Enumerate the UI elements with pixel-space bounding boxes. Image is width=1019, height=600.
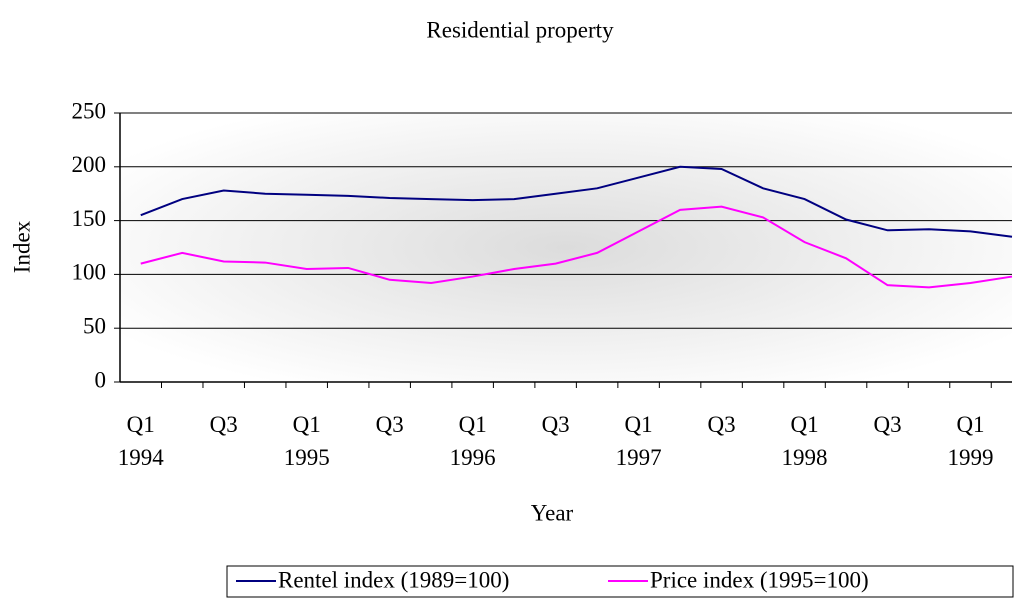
x-tick-label: Q1 1998 [781,412,828,470]
y-tick-label: 150 [72,206,107,231]
x-tick-label: Q3 [209,412,238,437]
x-axis-label: Year [531,500,574,525]
x-tick-label: Q1 1999 [947,412,994,470]
x-tick-label: Q3 [375,412,404,437]
x-tick-label: Q3 [873,412,902,437]
plot-area [120,113,1012,382]
y-tick-label: 100 [72,260,107,285]
y-tick-label: 250 [72,98,107,123]
x-tick-label: Q1 1996 [449,412,496,470]
legend-label: Price index (1995=100) [650,567,869,592]
series-line [140,165,1013,238]
y-tick-label: 0 [95,367,107,392]
legend-label: Rentel index (1989=100) [278,567,509,592]
x-tick-label: Q1 1994 [117,412,164,470]
y-tick-label: 200 [72,152,107,177]
x-tick-label: Q3 [541,412,570,437]
x-tick-label: Q1 1995 [283,412,330,470]
series-line [140,205,1013,289]
y-axis-label: Index [9,220,34,273]
x-tick-label: Q3 [707,412,736,437]
x-tick-label: Q1 1997 [615,412,662,470]
chart-title: Residential property [426,17,614,42]
y-tick-label: 50 [83,313,106,338]
